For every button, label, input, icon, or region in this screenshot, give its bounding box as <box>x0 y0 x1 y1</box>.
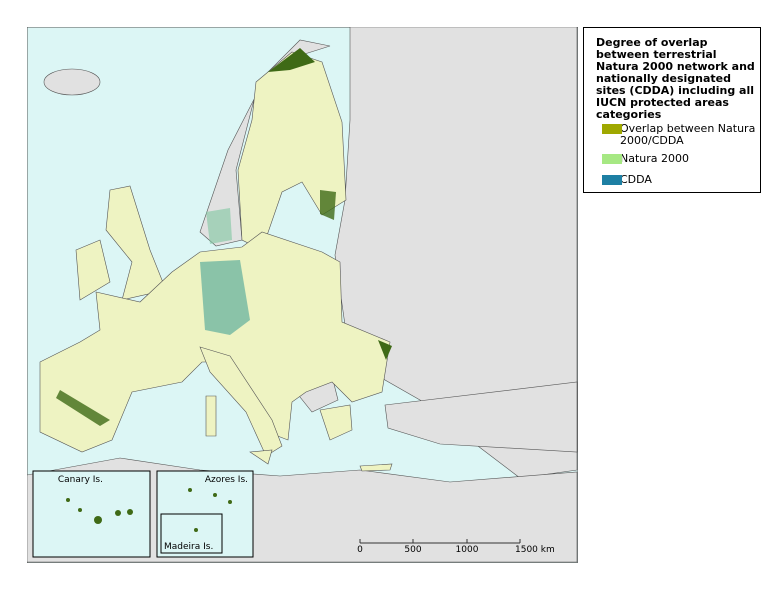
scale-label: 1500 km <box>515 545 555 555</box>
overlap-cluster <box>56 390 110 426</box>
legend-swatch <box>602 154 622 164</box>
scale-bar <box>359 539 521 544</box>
legend-label: Natura 2000 <box>620 152 690 165</box>
legend-label: CDDA <box>620 173 652 186</box>
eu-land <box>39 51 393 472</box>
legend-swatch <box>602 175 622 185</box>
inset-label: Madeira Is. <box>164 542 213 552</box>
legend-item: Natura 2000 <box>602 152 760 165</box>
legend-title: Degree of overlap between terrestrial Na… <box>596 36 755 121</box>
protected-areas <box>56 48 392 426</box>
legend-swatch <box>602 124 622 134</box>
islands <box>66 488 232 532</box>
scale-label: 0 <box>357 545 363 555</box>
scale-label: 500 <box>404 545 421 555</box>
inset-label: Canary Is. <box>58 475 103 485</box>
insets <box>32 470 254 558</box>
legend: Degree of overlap between terrestrial Na… <box>583 27 761 193</box>
overlap-cluster <box>378 340 392 360</box>
natura-cluster <box>206 208 232 244</box>
cdda-cluster <box>200 260 250 335</box>
scale-label: 1000 <box>456 545 479 555</box>
legend-label: Overlap between Natura 2000/CDDA <box>620 122 756 147</box>
overlap-cluster <box>320 190 336 220</box>
legend-item: CDDA <box>602 173 760 186</box>
inset-label: Azores Is. <box>205 475 248 485</box>
overlap-cluster <box>268 48 315 72</box>
legend-item: Overlap between Natura 2000/CDDA <box>602 122 760 147</box>
map: Canary Is. Azores Is. Madeira Is. 0 500 … <box>27 27 578 563</box>
inset-frame <box>160 513 223 554</box>
